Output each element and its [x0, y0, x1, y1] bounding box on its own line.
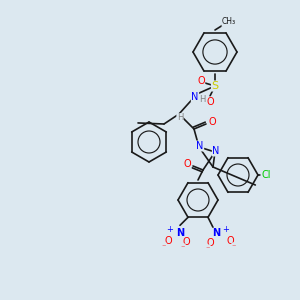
Text: N: N — [196, 141, 204, 151]
Text: O: O — [208, 117, 216, 127]
Text: N: N — [176, 228, 184, 238]
Text: O: O — [182, 237, 190, 247]
Text: ⁻: ⁻ — [206, 245, 210, 254]
Text: O: O — [197, 76, 205, 86]
Text: O: O — [206, 97, 214, 107]
Text: CH₃: CH₃ — [222, 17, 236, 26]
Text: ⁻: ⁻ — [232, 243, 236, 252]
Text: O: O — [183, 159, 191, 169]
Text: O: O — [226, 236, 234, 246]
Text: +: + — [167, 225, 173, 234]
Text: +: + — [223, 225, 230, 234]
Text: S: S — [212, 81, 219, 91]
Text: ⁻: ⁻ — [181, 244, 185, 253]
Text: N: N — [212, 228, 220, 238]
Text: O: O — [206, 238, 214, 248]
Text: H: H — [199, 95, 205, 104]
Text: N: N — [212, 146, 220, 156]
Text: H: H — [177, 113, 183, 122]
Text: N: N — [191, 92, 199, 102]
Text: Cl: Cl — [261, 170, 271, 180]
Text: O: O — [164, 236, 172, 246]
Text: ⁻: ⁻ — [162, 243, 166, 252]
